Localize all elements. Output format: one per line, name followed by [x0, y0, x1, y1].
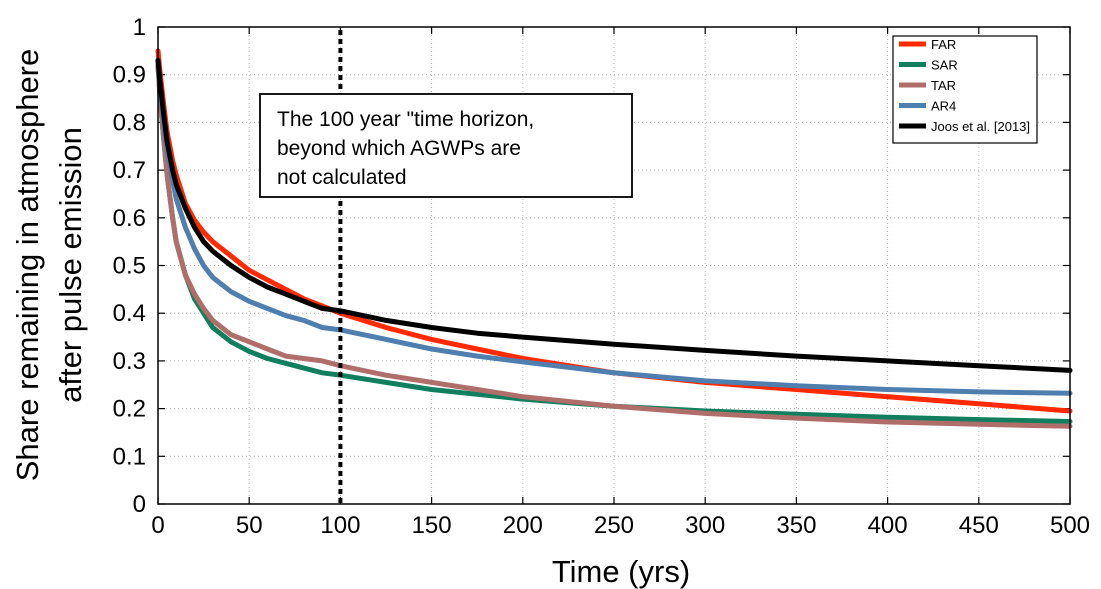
- y-tick-label: 0.1: [113, 443, 146, 470]
- plot-frame: [157, 26, 1071, 505]
- x-tick-label: 50: [236, 512, 263, 539]
- x-axis-title: Time (yrs): [552, 554, 690, 589]
- legend: FAR SAR TAR AR4 Joos et al. [2013]: [892, 35, 1038, 144]
- y-tick-label: 1: [133, 14, 146, 41]
- x-tick-label: 500: [1050, 512, 1090, 539]
- y-axis-title-line-1: Share remaining in atmosphere: [10, 49, 45, 482]
- x-tick-label: 350: [776, 512, 816, 539]
- series-line-joos-et-al-2013: [155, 57, 1073, 373]
- y-tick-label: 0.5: [113, 253, 146, 280]
- x-tick-label: 300: [685, 512, 725, 539]
- y-tick-label: 0.7: [113, 157, 146, 184]
- y-tick-label: 0.3: [113, 348, 146, 375]
- series-lines: [155, 48, 1073, 429]
- annotation-box: The 100 year "time horizon, beyond which…: [259, 93, 633, 198]
- annotation-line-1: The 100 year "time horizon,: [277, 108, 534, 131]
- x-tick-label: 150: [412, 512, 452, 539]
- y-tick-label: 0.8: [113, 109, 146, 136]
- y-tick-label: 0: [133, 491, 146, 518]
- x-tick-label: 0: [151, 512, 164, 539]
- y-tick-label: 0.9: [113, 62, 146, 89]
- legend-label: TAR: [931, 78, 956, 93]
- legend-label: FAR: [931, 37, 956, 52]
- x-tick-label: 200: [503, 512, 543, 539]
- x-tick-label: 100: [320, 512, 360, 539]
- y-tick-label: 0.4: [113, 300, 146, 327]
- y-tick-label: 0.6: [113, 205, 146, 232]
- y-axis-title-line-2: after pulse emission: [53, 127, 88, 403]
- series-line-ar4: [155, 57, 1073, 396]
- x-tick-label: 450: [959, 512, 999, 539]
- legend-label: Joos et al. [2013]: [931, 119, 1030, 134]
- ticks: 0 50 100 150 200 250 300 350 400 450 500 0 0.1 0.2 0.3…: [113, 14, 1090, 539]
- series-line-tar: [155, 62, 1073, 429]
- x-tick-label: 400: [868, 512, 908, 539]
- legend-label: AR4: [931, 99, 956, 114]
- legend-label: SAR: [931, 58, 958, 73]
- y-tick-label: 0.2: [113, 396, 146, 423]
- annotation-line-2: beyond which AGWPs are: [277, 137, 521, 160]
- annotation-line-3: not calculated: [277, 166, 407, 189]
- x-tick-label: 250: [594, 512, 634, 539]
